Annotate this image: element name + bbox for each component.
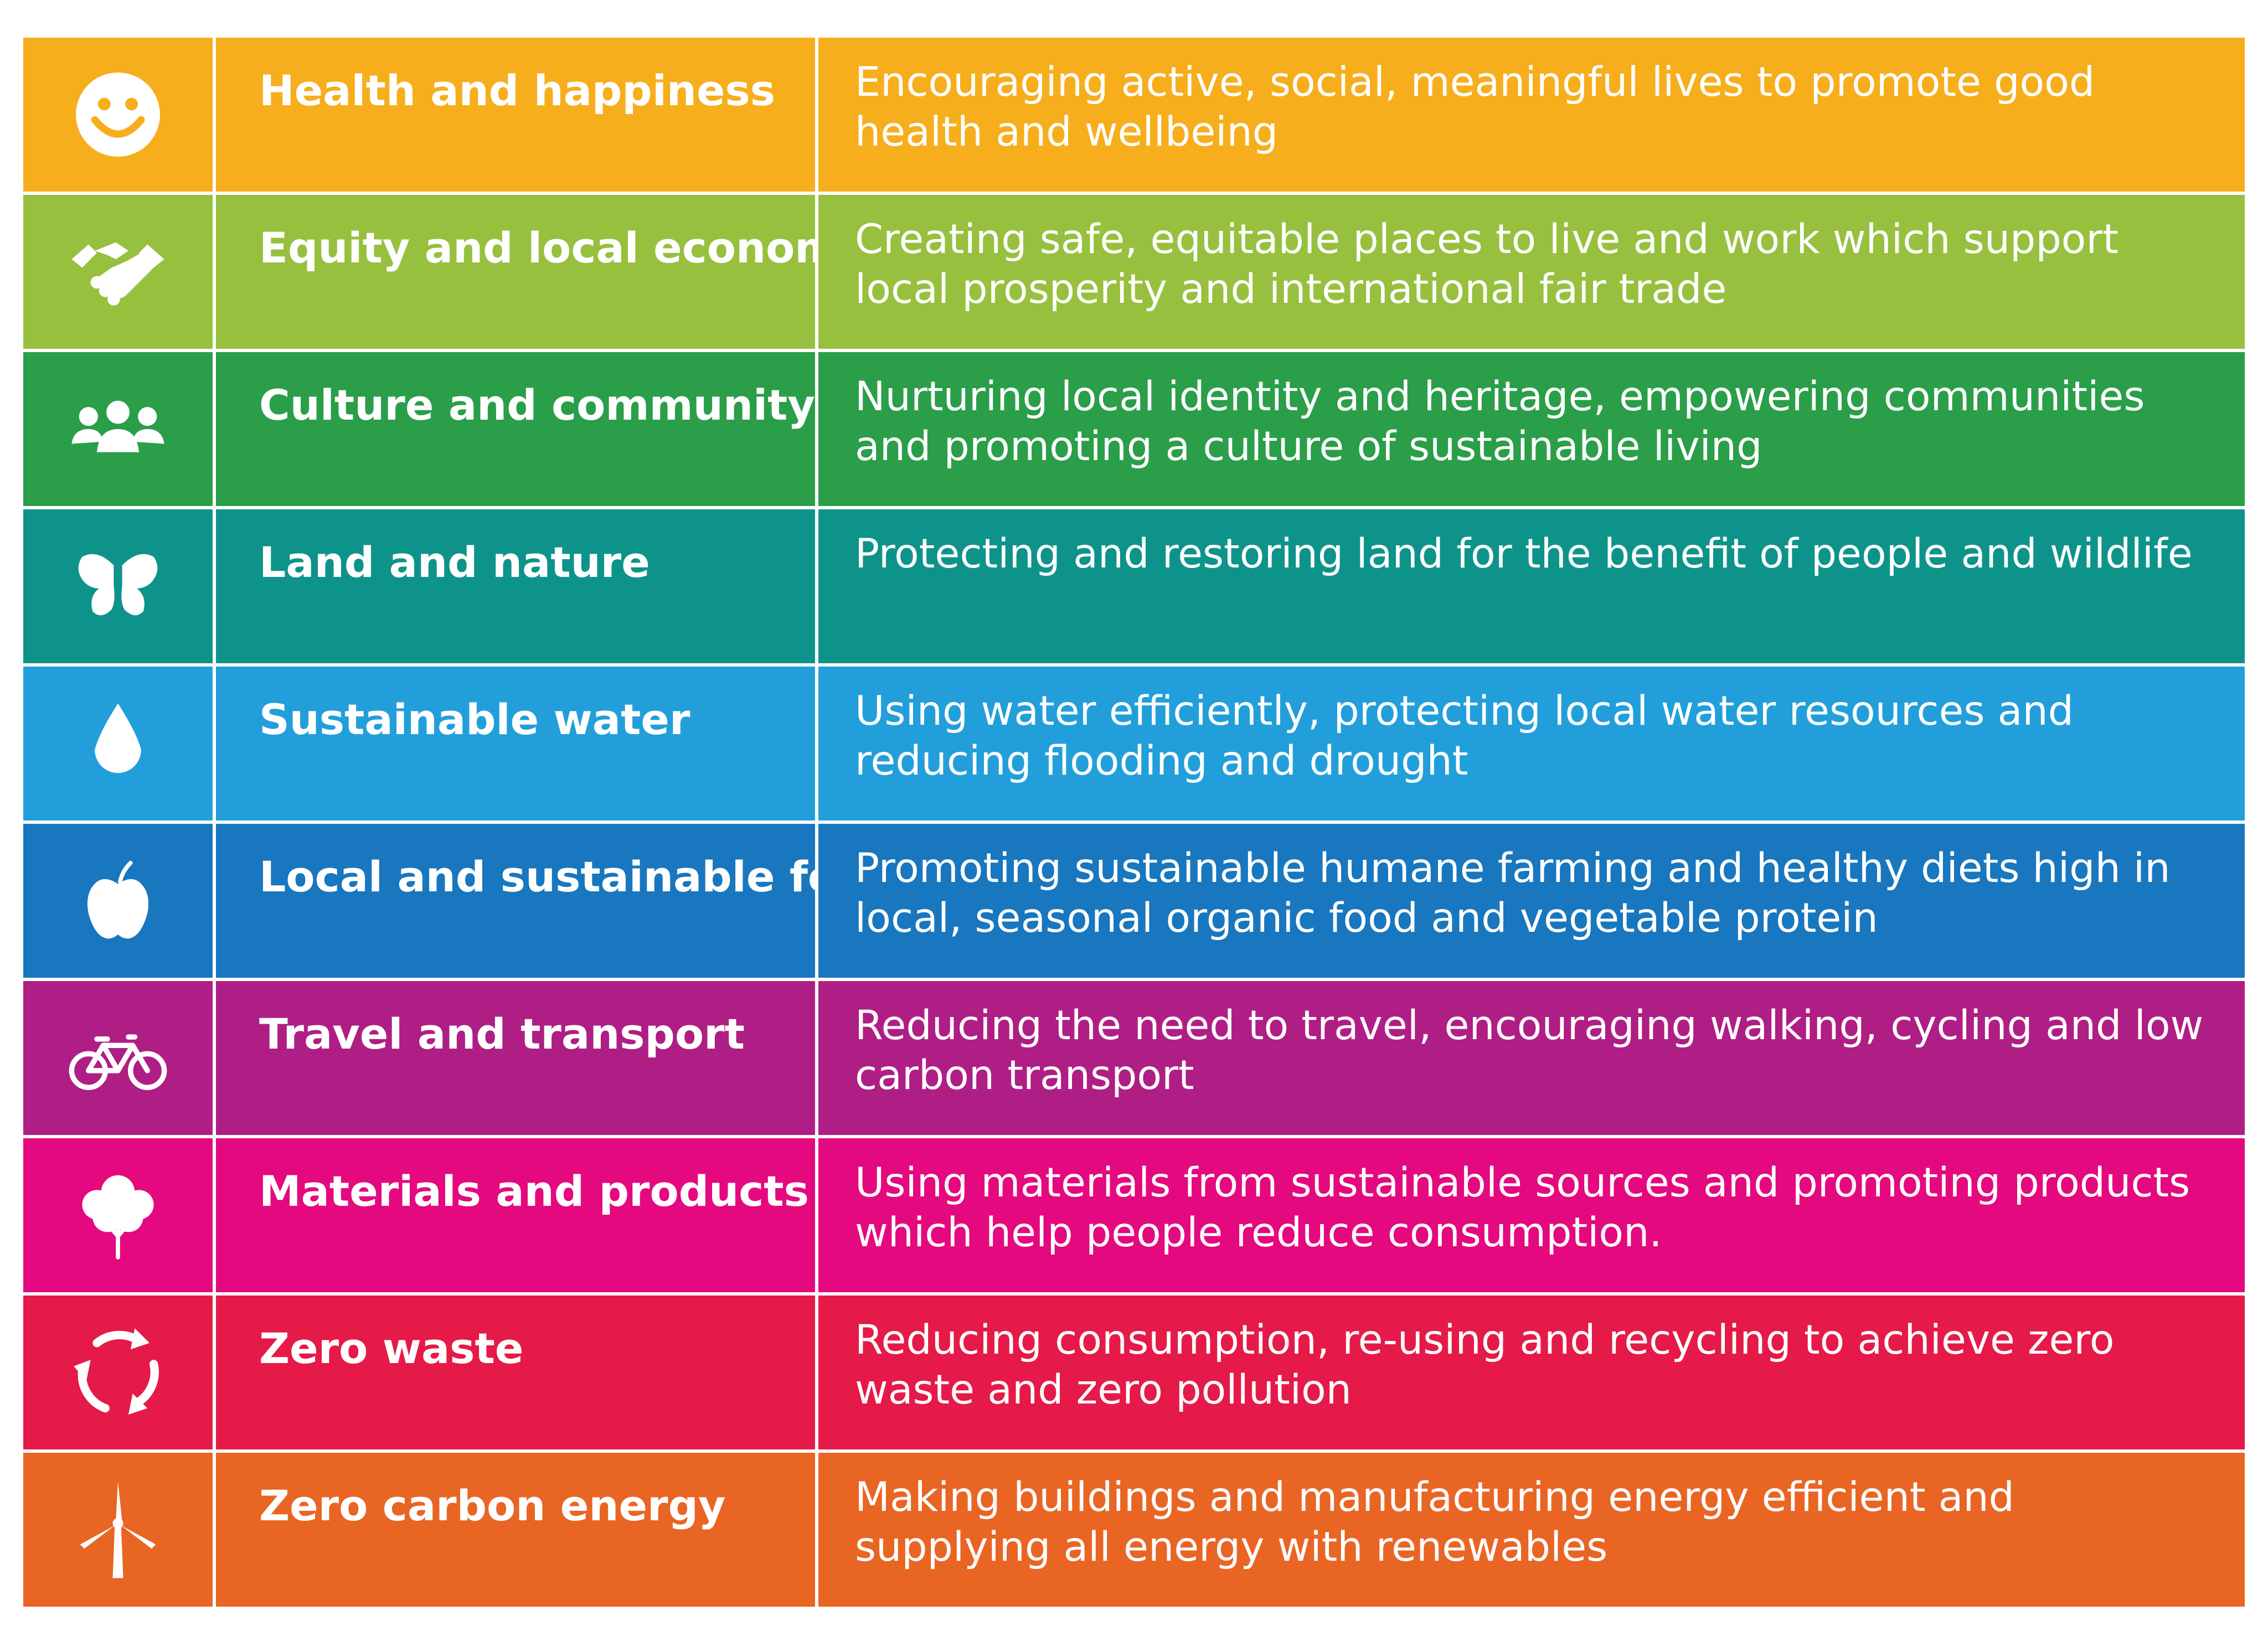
principle-name: Local and sustainable food xyxy=(216,824,896,978)
recycle-icon xyxy=(65,1320,171,1425)
principle-description: Making buildings and manufacturing energ… xyxy=(818,1453,2245,1607)
principle-description: Reducing the need to travel, encouraging… xyxy=(818,981,2245,1135)
principle-description: Creating safe, equitable places to live … xyxy=(818,195,2245,349)
row-icon-cell xyxy=(23,195,213,349)
row-icon-cell xyxy=(23,667,213,820)
wind-turbine-icon xyxy=(65,1477,171,1582)
principle-description: Using water efficiently, protecting loca… xyxy=(818,667,2245,820)
principle-name: Travel and transport xyxy=(216,981,815,1135)
principle-name: Zero carbon energy xyxy=(216,1453,815,1607)
row-icon-cell xyxy=(23,352,213,506)
smiley-icon xyxy=(65,62,171,167)
bicycle-icon xyxy=(65,1005,171,1111)
row-icon-cell xyxy=(23,981,213,1135)
water-drop-icon xyxy=(65,691,171,796)
row-icon-cell xyxy=(23,38,213,192)
principle-description: Promoting sustainable humane farming and… xyxy=(818,824,2245,978)
principles-table: Health and happiness Encouraging active,… xyxy=(23,38,2245,1607)
principle-description: Protecting and restoring land for the be… xyxy=(818,509,2245,663)
row-icon-cell xyxy=(23,1138,213,1292)
butterfly-icon xyxy=(65,534,171,639)
principle-name: Health and happiness xyxy=(216,38,815,192)
row-icon-cell xyxy=(23,509,213,663)
handshake-icon xyxy=(65,219,171,324)
principle-name: Equity and local economy xyxy=(216,195,866,349)
row-icon-cell xyxy=(23,1296,213,1449)
principle-name: Land and nature xyxy=(216,509,815,663)
people-icon xyxy=(65,376,171,482)
principle-name: Zero waste xyxy=(216,1296,815,1449)
tree-icon xyxy=(65,1163,171,1268)
row-icon-cell xyxy=(23,1453,213,1607)
principle-description: Reducing consumption, re-using and recyc… xyxy=(818,1296,2245,1449)
principle-description: Encouraging active, social, meaningful l… xyxy=(818,38,2245,192)
apple-icon xyxy=(65,848,171,953)
principle-description: Using materials from sustainable sources… xyxy=(818,1138,2245,1292)
principle-description: Nurturing local identity and heritage, e… xyxy=(818,352,2245,506)
principle-name: Sustainable water xyxy=(216,667,815,820)
row-icon-cell xyxy=(23,824,213,978)
principle-name: Culture and community xyxy=(216,352,815,506)
principle-name: Materials and products xyxy=(216,1138,815,1292)
